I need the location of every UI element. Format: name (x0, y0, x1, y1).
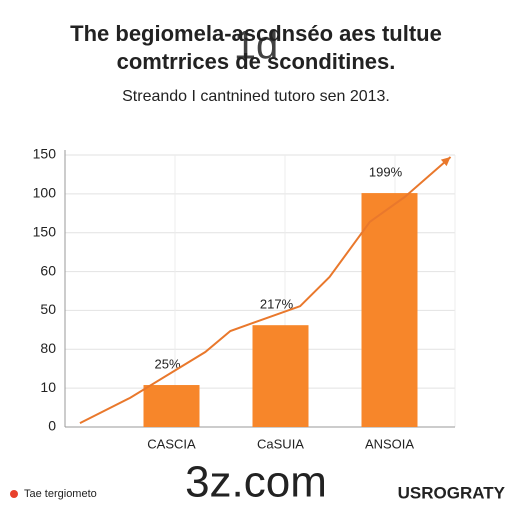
trend-line (79, 156, 452, 425)
legend-marker (10, 490, 18, 498)
arrow-head (440, 156, 451, 167)
x-tick-label: ANSOIA (365, 436, 414, 451)
y-tick-label: 150 (33, 146, 57, 162)
watermark: 3z.com (185, 458, 327, 507)
y-tick-label: 100 (33, 185, 57, 201)
chart-title: comtrrices de sconditines. (117, 49, 396, 74)
x-tick-label: CASCIA (147, 436, 196, 451)
y-tick-label: 60 (40, 262, 56, 278)
chart-subtitle: Streando I cantnined tutoro sen 2013. (122, 88, 390, 105)
legend-label: Tae tergiometo (24, 488, 97, 500)
data-label: 217% (260, 297, 294, 312)
bar (252, 325, 309, 427)
bar (143, 385, 200, 427)
data-label: 199% (369, 165, 403, 180)
brand: USROGRATY (398, 483, 506, 502)
y-tick-label: 150 (33, 223, 57, 239)
watermark: 1d (234, 24, 279, 68)
chart-title: The begiomela-ascdnséo aes tultue (70, 21, 442, 46)
y-tick-label: 80 (40, 340, 56, 356)
data-label: 25% (154, 356, 180, 371)
y-tick-label: 50 (40, 301, 56, 317)
y-tick-label: 0 (48, 418, 56, 434)
y-tick-label: 10 (40, 379, 56, 395)
x-tick-label: CaSUIA (257, 436, 304, 451)
bar (361, 193, 418, 427)
